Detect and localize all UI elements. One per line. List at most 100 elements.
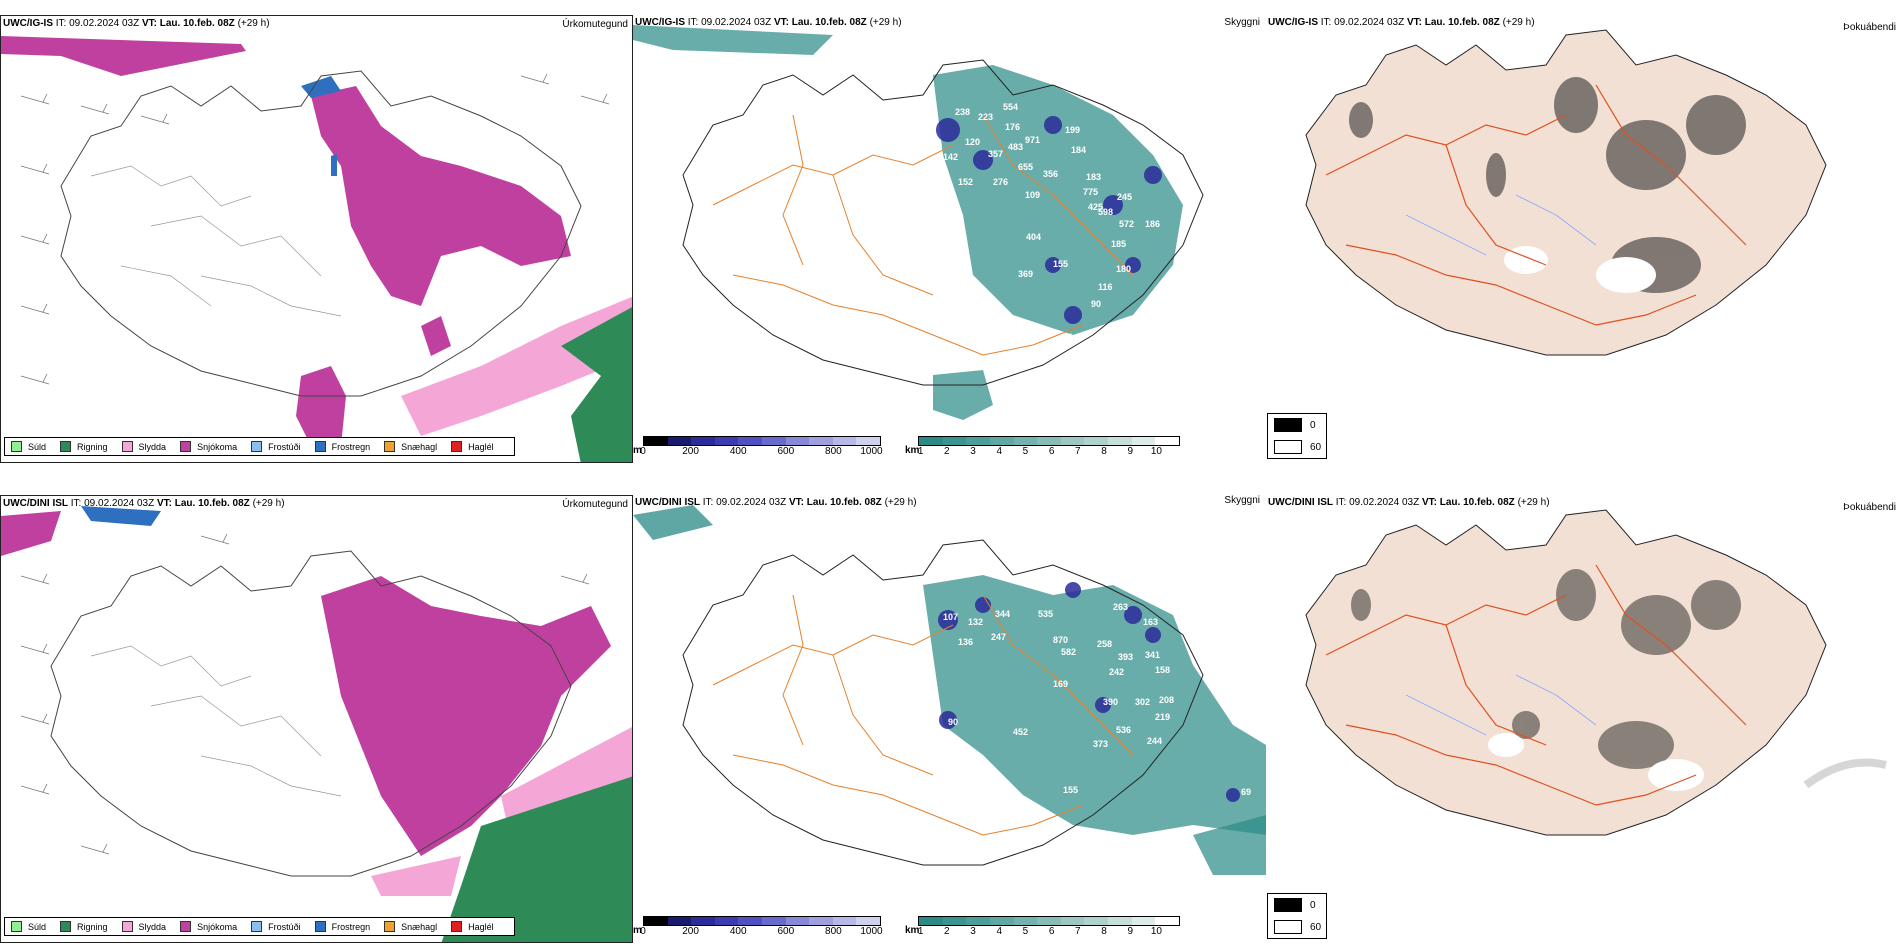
- cloud-base-label: 238: [955, 107, 970, 117]
- cloud-base-label: 373: [1093, 739, 1108, 749]
- colorbar-segment: [1013, 917, 1038, 925]
- legend-swatch: [121, 921, 133, 932]
- colorbar-segment: [919, 917, 943, 925]
- tick-label: 5: [1022, 446, 1029, 457]
- legend-label: Súld: [28, 921, 47, 932]
- cloud-base-label: 155: [1063, 785, 1078, 795]
- colorbar-segment: [989, 437, 1014, 445]
- legend-swatch: [60, 441, 72, 452]
- elevation-color-strip: [643, 916, 881, 926]
- cloud-base-label: 535: [1038, 609, 1053, 619]
- colorbar-segment: [738, 437, 762, 445]
- it-value: 09.02.2024 03Z: [1349, 497, 1420, 508]
- tick-label: 4: [996, 926, 1002, 937]
- legend-label: Slydda: [138, 921, 167, 932]
- cloud-base-label: 120: [965, 137, 980, 147]
- model-name: UWC/DINI ISL: [3, 498, 68, 509]
- legend-label: Haglél: [468, 441, 494, 452]
- visibility-map-graphic: 238 223 554 120 176 142 357 971 199 483 …: [633, 25, 1246, 432]
- cloud-base-label: 73: [1236, 337, 1246, 347]
- panel-header: UWC/DINI ISL IT: 09.02.2024 03Z VT: Lau.…: [1268, 497, 1550, 508]
- precip-legend: Súld Rigning Slydda Snjókoma Frostúði Fr…: [4, 917, 515, 936]
- model-name: UWC/DINI ISL: [1268, 497, 1333, 508]
- vt-value: Lau. 10.feb. 08Z: [159, 18, 235, 29]
- colorbar-segment: [809, 917, 833, 925]
- colorbar-segment: [856, 437, 880, 445]
- vt-value: Lau. 10.feb. 08Z: [174, 498, 250, 509]
- cloud-base-label: 242: [1109, 667, 1124, 677]
- legend-swatch: [11, 441, 22, 452]
- vt-label: VT:: [141, 18, 157, 29]
- legend-item-freezing-rain: Frostregn: [314, 921, 371, 932]
- legend-swatch: [384, 921, 396, 932]
- visibility-map-graphic: 107 132 344 535 136 247 263 870 582 258 …: [633, 505, 1266, 875]
- fog-scale-row: 0: [1268, 414, 1326, 436]
- tick-label: 10: [1150, 446, 1162, 457]
- cloud-base-label: 404: [1026, 232, 1041, 242]
- colorbar-segment: [761, 917, 786, 925]
- tick-label: 200: [682, 926, 699, 937]
- colorbar-segment: [1108, 917, 1132, 925]
- cloud-base-label: 390: [1103, 697, 1118, 707]
- tick-label: 1000: [860, 446, 883, 457]
- legend-label: Frostregn: [331, 921, 371, 932]
- colorbar-segment: [1013, 437, 1038, 445]
- vt-value: Lau. 10.feb. 08Z: [806, 497, 882, 508]
- cloud-base-label: 554: [1003, 102, 1018, 112]
- legend-item-rain: Rigning: [60, 921, 108, 932]
- cloud-base-label: 69: [1241, 787, 1251, 797]
- model-name: UWC/IG-IS: [3, 18, 53, 29]
- it-value: 09.02.2024 03Z: [716, 497, 787, 508]
- fog-scale-label: 0: [1310, 419, 1316, 431]
- cloud-base-label: 263: [1113, 602, 1128, 612]
- it-label: IT:: [702, 497, 714, 508]
- panel-header: UWC/IG-IS IT: 09.02.2024 03Z VT: Lau. 10…: [3, 18, 270, 29]
- legend-swatch: [60, 921, 72, 932]
- fog-scale-legend: 0 60: [1267, 413, 1327, 459]
- panel-title: Þokuábendi: [1843, 22, 1896, 33]
- colorbar-segment: [761, 437, 786, 445]
- colorbar-segment: [809, 437, 833, 445]
- fog-scale-row: 60: [1268, 916, 1326, 938]
- precip-type-map-graphic: [1, 16, 632, 462]
- legend-item-drizzle: Súld: [11, 441, 46, 452]
- cloud-base-label: 248: [951, 422, 966, 432]
- colorbar-segment: [1037, 917, 1061, 925]
- legend-swatch: [451, 921, 463, 932]
- lead-time: (+29 h): [1502, 17, 1535, 28]
- lead-time: (+29 h): [252, 498, 285, 509]
- tick-label: 3: [970, 926, 976, 937]
- precip-type-map-bottom: UWC/DINI ISL IT: 09.02.2024 03Z VT: Lau.…: [0, 495, 633, 943]
- legend-label: Frostúði: [268, 441, 301, 452]
- colorbar-segment: [1084, 917, 1109, 925]
- colorbar-segment: [644, 917, 668, 925]
- vt-value: Lau. 10.feb. 08Z: [1439, 497, 1515, 508]
- legend-swatch: [180, 441, 192, 452]
- cloud-base-label: 276: [993, 177, 1008, 187]
- legend-swatch: [251, 441, 263, 452]
- fog-scale-label: 60: [1310, 921, 1322, 933]
- cloud-base-label: 244: [1147, 736, 1162, 746]
- panel-header: UWC/IG-IS IT: 09.02.2024 03Z VT: Lau. 10…: [1268, 17, 1535, 28]
- tick-label: 0: [640, 926, 646, 937]
- tick-label: 9: [1127, 926, 1133, 937]
- it-value: 09.02.2024 03Z: [701, 17, 772, 28]
- cloud-base-label: 582: [1061, 647, 1076, 657]
- colorbar-segment: [667, 437, 692, 445]
- colorbar-segment: [919, 437, 943, 445]
- cloud-base-label: 199: [1065, 125, 1080, 135]
- cloud-base-label: 219: [1155, 712, 1170, 722]
- elevation-ticks: 0 200 400 600 800 1000: [640, 446, 883, 458]
- colorbar-segment: [1131, 917, 1156, 925]
- cloud-base-label: 245: [1117, 192, 1132, 202]
- cloud-base-label: 208: [1159, 695, 1174, 705]
- precip-legend: Súld Rigning Slydda Snjókoma Frostúði Fr…: [4, 437, 515, 456]
- legend-label: Snæhagl: [401, 921, 438, 932]
- colorbar-segment: [691, 917, 715, 925]
- tick-label: 800: [825, 446, 842, 457]
- elevation-ticks: 0 200 400 600 800 1000: [640, 926, 882, 938]
- cloud-base-label: 142: [943, 152, 958, 162]
- tick-label: 600: [777, 926, 795, 937]
- cloud-base-label: 109: [1025, 190, 1040, 200]
- colorbar-segment: [1155, 917, 1180, 925]
